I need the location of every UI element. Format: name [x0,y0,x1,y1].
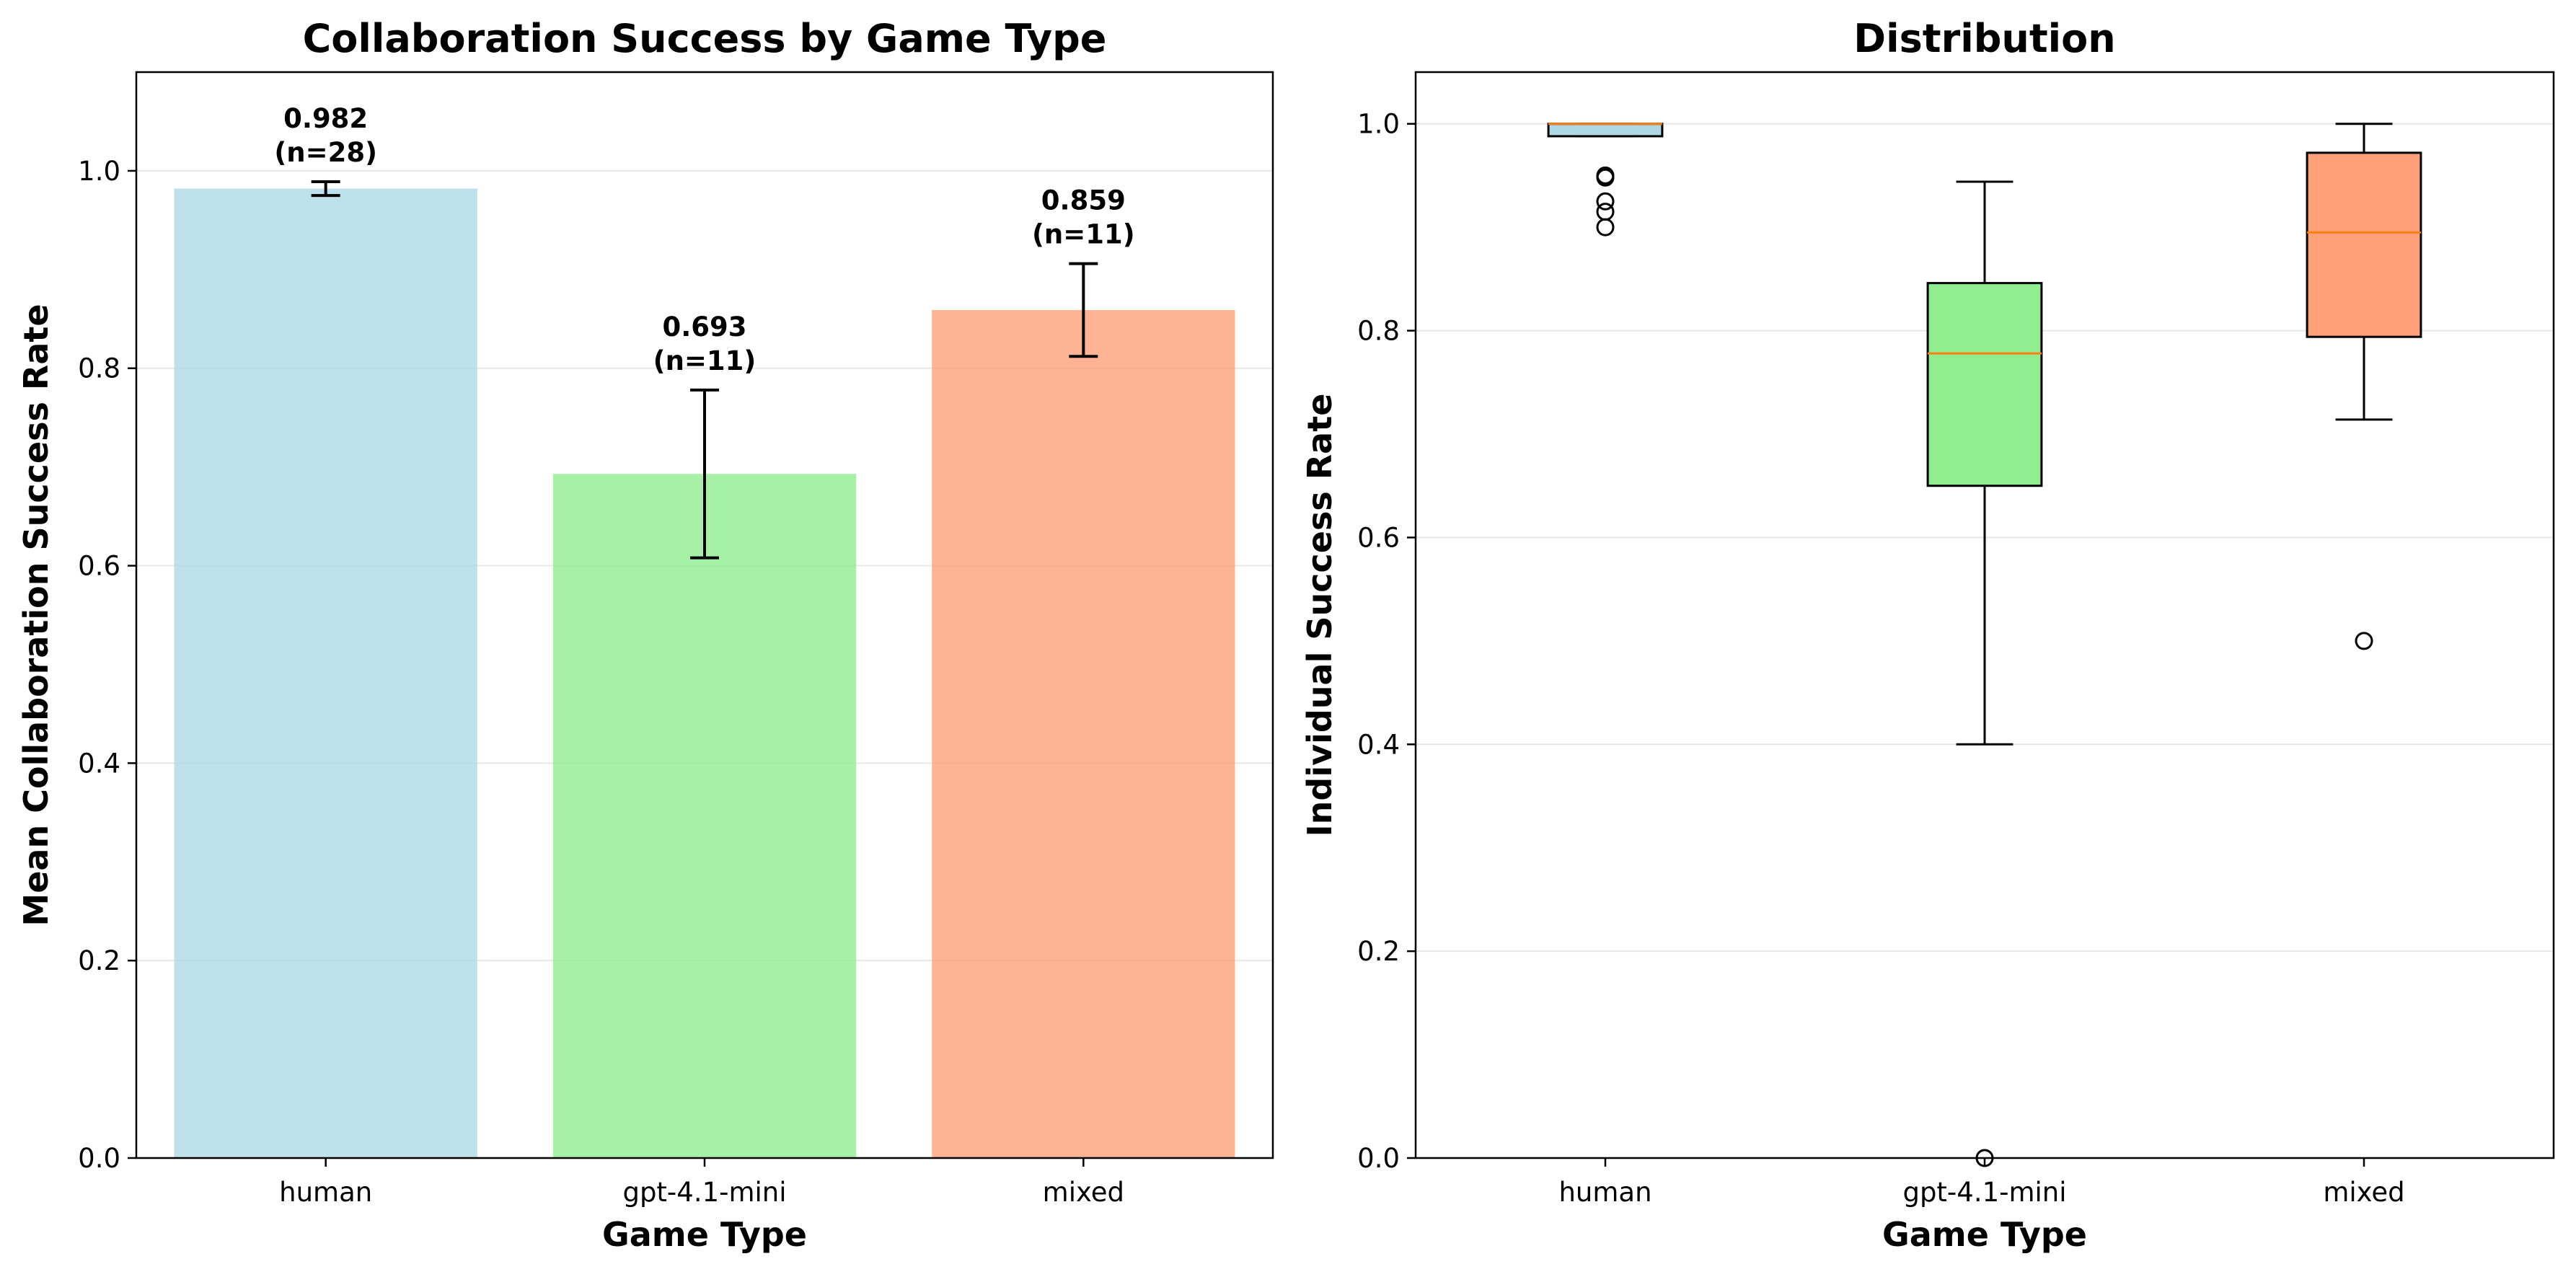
box-x-axis-label: Game Type [1882,1215,2087,1254]
bar-y-ticks: 0.0 0.2 0.4 0.6 0.8 1.0 [78,156,136,1174]
y-tick-label: 0.2 [78,945,120,976]
box-group [1926,180,2043,1167]
box-group [1547,123,1664,237]
x-tick-label: human [1558,1177,1651,1208]
bar-chart-title: Collaboration Success by Game Type [303,16,1107,61]
x-tick-label: human [279,1177,372,1208]
outlier-point [1596,192,1615,211]
box-y-ticks: 0.0 0.2 0.4 0.6 0.8 1.0 [1357,109,1416,1174]
y-tick-label: 0.0 [1357,1143,1400,1174]
bar-marks [174,188,1235,1158]
box-y-axis-label: Individual Success Rate [1300,394,1339,837]
box-group [2306,123,2422,650]
box [2306,151,2422,338]
bar-y-axis-label: Mean Collaboration Success Rate [17,304,56,926]
bar [932,309,1235,1158]
bar-value-labels: (n=28)0.982(n=11)0.693(n=11)0.859 [274,103,1134,376]
y-tick-label: 0.0 [78,1143,120,1174]
y-tick-label: 1.0 [78,156,120,187]
y-tick-label: 0.8 [78,353,120,384]
x-tick-label: mixed [1043,1177,1124,1208]
x-tick-label: gpt-4.1-mini [1902,1177,2066,1208]
y-tick-label: 0.6 [1357,522,1400,553]
outlier-point [2355,632,2373,650]
bar-n-label: (n=11) [653,345,757,376]
y-tick-label: 0.6 [78,551,120,582]
bar-error-bars [311,180,1098,560]
bar-value-label: 0.982 [283,103,368,134]
bar-n-label: (n=28) [274,137,377,168]
bar-x-axis-label: Game Type [602,1215,807,1254]
y-tick-label: 0.2 [1357,936,1400,967]
bar-value-label: 0.859 [1041,185,1126,216]
x-tick-label: mixed [2323,1177,2404,1208]
bar-value-label: 0.693 [662,311,746,343]
box-chart-title: Distribution [1853,16,2115,61]
y-tick-label: 0.8 [1357,316,1400,347]
box-x-ticks: human gpt-4.1-mini mixed [1558,1158,2405,1208]
y-tick-label: 0.4 [1357,729,1400,760]
outlier-point [1596,203,1615,221]
box [1547,123,1664,138]
y-tick-label: 0.4 [78,748,120,779]
x-tick-label: gpt-4.1-mini [622,1177,786,1208]
outlier-point [1596,218,1615,237]
y-tick-label: 1.0 [1357,109,1400,140]
bar-n-label: (n=11) [1032,219,1135,250]
box-marks [1547,123,2422,1167]
bar [174,188,477,1158]
box [1926,282,2043,487]
bar [552,474,857,1158]
box-plot-panel: 0.0 0.2 0.4 0.6 0.8 1.0 human gpt-4.1-mini mixe… [1300,16,2555,1254]
outlier-point [1596,168,1615,187]
bar-x-ticks: human gpt-4.1-mini mixed [279,1158,1124,1208]
bar-chart-panel: (n=28)0.982(n=11)0.693(n=11)0.859 0.00.2… [17,16,1274,1254]
